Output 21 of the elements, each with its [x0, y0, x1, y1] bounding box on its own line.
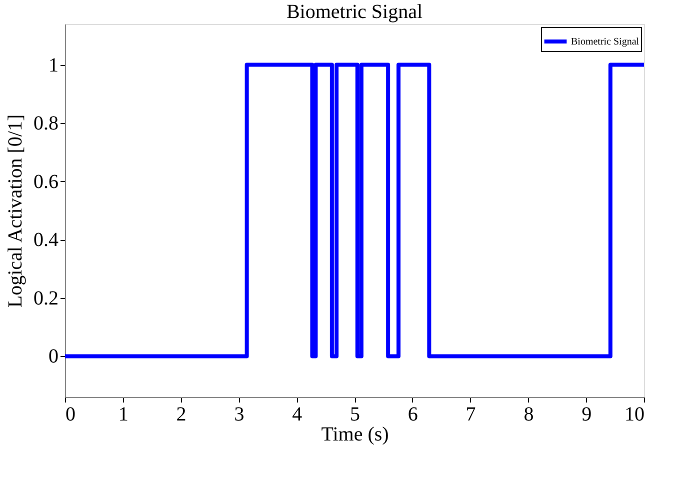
y-tick-label: 0.6	[34, 170, 58, 193]
x-tick-label: 1	[118, 404, 128, 426]
x-tick-label: 2	[176, 404, 186, 426]
y-axis-title: Logical Activation [0/1]	[4, 114, 26, 308]
x-tick-label: 9	[582, 404, 592, 426]
x-tick-label: 0	[66, 404, 76, 426]
y-tick-label: 1	[48, 54, 58, 76]
chart-title: Biometric Signal	[286, 1, 423, 23]
y-tick-label: 0.4	[34, 229, 58, 252]
x-tick-label: 8	[524, 404, 534, 426]
legend-label: Biometric Signal	[571, 36, 640, 48]
x-tick-label: 4	[292, 404, 302, 426]
x-tick-label: 3	[234, 404, 244, 426]
x-tick-label: 10	[624, 404, 644, 426]
x-axis-title: Time (s)	[321, 424, 389, 446]
x-tick-label: 5	[350, 404, 360, 426]
x-tick-label: 6	[408, 404, 418, 426]
y-tick-label: 0.8	[34, 112, 58, 135]
y-tick-label: 0.2	[34, 287, 58, 310]
y-tick-label: 0	[48, 346, 58, 368]
x-tick-label: 7	[466, 404, 476, 426]
